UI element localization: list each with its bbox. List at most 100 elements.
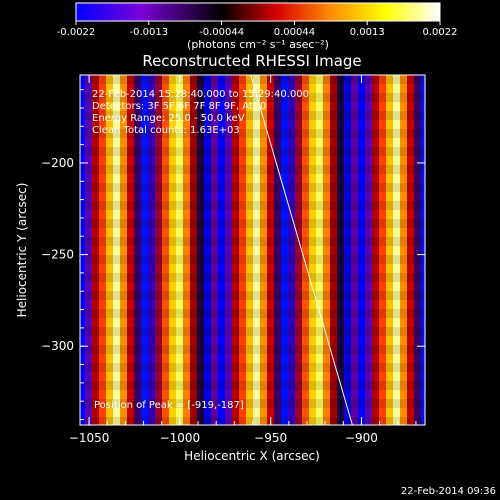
y-tick-label: −250	[41, 248, 74, 262]
colorbar-ticks: -0.0022 -0.0013 -0.00044 0.00044 0.0013 0.002…	[57, 21, 458, 38]
image-stripe	[421, 75, 425, 425]
image-stripe	[218, 75, 226, 425]
image-row-shade	[80, 291, 425, 300]
image-stripe	[407, 75, 415, 425]
image-stripe	[176, 75, 184, 425]
colorbar-tick-label: -0.00044	[199, 27, 244, 38]
image-stripe	[337, 75, 345, 425]
image-stripe	[323, 75, 331, 425]
image-stripe	[330, 75, 338, 425]
x-tick-label: −950	[254, 431, 287, 445]
image-stripe	[148, 75, 156, 425]
colorbar-tick-label: 0.0013	[350, 27, 385, 38]
image-stripe	[344, 75, 352, 425]
chart-title: Reconstructed RHESSI Image	[142, 52, 361, 70]
image-stripe	[379, 75, 387, 425]
image-stripe	[386, 75, 394, 425]
image-stripe	[183, 75, 191, 425]
image-row-shade	[80, 363, 425, 372]
info-line: Energy Range: 25.0 - 50.0 keV	[92, 113, 245, 124]
footer-timestamp: 22-Feb-2014 09:36	[401, 486, 496, 497]
solar-limb-line	[250, 74, 353, 426]
image-stripe	[365, 75, 373, 425]
image-stripe	[80, 75, 86, 425]
colorbar-units-label: (photons cm⁻² s⁻¹ asec⁻²)	[187, 38, 329, 51]
image-row-shade	[80, 93, 425, 102]
y-axis-ticks: −200 −250 −300	[41, 89, 425, 421]
image-row-shade	[80, 345, 425, 354]
image-stripe	[246, 75, 254, 425]
image-stripe	[106, 75, 114, 425]
image-stripe	[302, 75, 310, 425]
image-stripe	[120, 75, 128, 425]
image-stripe	[197, 75, 205, 425]
image-row-shade	[80, 165, 425, 174]
x-tick-label: −900	[345, 431, 378, 445]
info-line: Detectors: 3F 5F 6F 7F 8F 9F, Att 0	[92, 101, 266, 112]
image-stripe	[155, 75, 163, 425]
peak-position-label: Position of Peak = [-919,-187]	[94, 400, 244, 411]
colorbar-tick-label: 0.00044	[274, 27, 315, 38]
image-stripe	[414, 75, 422, 425]
image-stripe	[372, 75, 380, 425]
image-stripe	[358, 75, 366, 425]
image-stripe	[288, 75, 296, 425]
image-stripe	[141, 75, 149, 425]
image-row-shade	[80, 237, 425, 246]
image-stripe	[393, 75, 401, 425]
y-tick-label: −300	[41, 339, 74, 353]
image-row-shade	[80, 381, 425, 390]
image-row-shade	[80, 309, 425, 318]
y-axis-label: Heliocentric Y (arcsec)	[15, 183, 29, 318]
y-tick-label: −200	[41, 156, 74, 170]
image-stripe	[225, 75, 233, 425]
image-row-shade	[80, 399, 425, 408]
image-stripe	[260, 75, 268, 425]
colorbar	[75, 2, 441, 22]
image-stripe	[316, 75, 324, 425]
image-row-shade	[80, 183, 425, 192]
image-row-shade	[80, 327, 425, 336]
image-stripe	[309, 75, 317, 425]
image-stripe	[232, 75, 240, 425]
x-axis-ticks: −1050 −1000 −950 −900	[69, 75, 417, 445]
image-stripe	[281, 75, 289, 425]
image-row-shade	[80, 111, 425, 120]
image-row-shade	[80, 147, 425, 156]
image-stripe	[400, 75, 408, 425]
image-stripe	[428, 75, 436, 425]
info-line: Clean Total counts: 1.63E+03	[92, 125, 240, 136]
image-stripe	[253, 75, 261, 425]
image-stripe	[211, 75, 219, 425]
image-row-shade	[80, 201, 425, 210]
info-line: 22-Feb-2014 15:28:40.000 to 15:29:40.000	[92, 89, 309, 100]
image-stripe	[92, 75, 100, 425]
image-stripe	[169, 75, 177, 425]
image-row-shade	[80, 255, 425, 264]
x-axis-label: Heliocentric X (arcsec)	[184, 449, 320, 463]
image-stripe	[274, 75, 282, 425]
image-stripe	[204, 75, 212, 425]
image-stripe	[134, 75, 142, 425]
image-row-shade	[80, 273, 425, 282]
colorbar-tick-label: -0.0022	[57, 27, 96, 38]
image-stripe	[295, 75, 303, 425]
x-tick-label: −1000	[160, 431, 201, 445]
x-tick-label: −1050	[69, 431, 110, 445]
image-stripe	[99, 75, 107, 425]
info-text-block: 22-Feb-2014 15:28:40.000 to 15:29:40.000…	[92, 89, 309, 136]
image-stripe	[162, 75, 170, 425]
image-row-shade	[80, 219, 425, 228]
image-stripe	[239, 75, 247, 425]
image-stripe	[85, 75, 93, 425]
colorbar-tick-label: -0.0013	[129, 27, 168, 38]
image-stripe	[127, 75, 135, 425]
image-row-shade	[80, 129, 425, 138]
image-stripe	[351, 75, 359, 425]
image-stripe	[190, 75, 198, 425]
image-stripe	[113, 75, 121, 425]
colorbar-tick-label: 0.0022	[423, 27, 458, 38]
image-stripe	[267, 75, 275, 425]
